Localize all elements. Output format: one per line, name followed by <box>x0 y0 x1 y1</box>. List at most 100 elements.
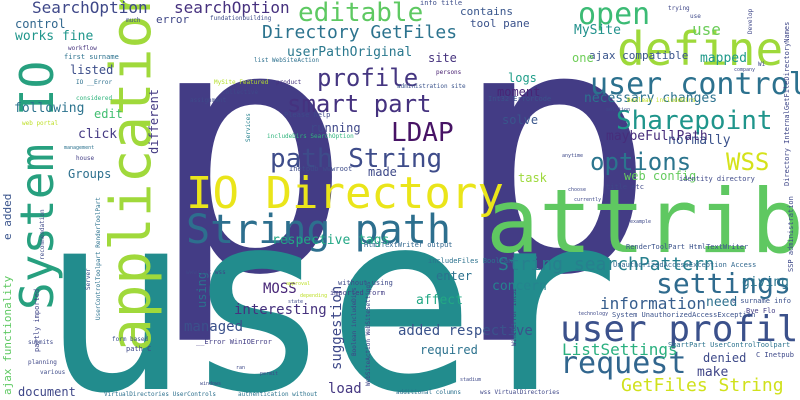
word-workflow: workflow <box>68 45 97 52</box>
word-groups: Groups <box>68 167 112 181</box>
word-ssp-administration: SSP administration <box>787 196 795 272</box>
word-smart-part: smart part <box>287 90 432 118</box>
word-site: site <box>428 51 457 65</box>
word-p-left: p <box>148 0 353 350</box>
word-solution: solution <box>606 107 631 113</box>
word-virtualdirectories-usercontrols: VirtualDirectories UserControls <box>104 391 216 398</box>
word-directory-getfiles: Directory GetFiles <box>262 22 458 43</box>
word-options: options <box>590 148 692 176</box>
word-choose: choose <box>568 187 587 193</box>
word-io-directory: IO Directory <box>186 168 504 219</box>
word-imported-form: imported form <box>330 289 385 297</box>
word-system-unauthorizedaccessexception: System UnauthorizedAccessException <box>612 311 756 319</box>
word-listsettings: ListSettings <box>562 340 678 359</box>
word-please-help: Please help <box>284 111 331 119</box>
word-example: example <box>630 219 652 225</box>
word-web-portal: web portal <box>22 120 59 127</box>
word-approval: approval <box>286 281 311 287</box>
word-string-path: String path <box>186 207 451 253</box>
word-contains: contains <box>460 5 513 18</box>
word-path-string: path String <box>270 144 443 174</box>
word-profile: profile <box>317 64 419 92</box>
word-management: management <box>64 145 95 151</box>
word-mysite-featured: MySite Featured <box>214 79 269 86</box>
word-wss: WSS <box>726 148 770 176</box>
word-make: make <box>697 365 729 380</box>
word-use-small: use <box>690 13 701 20</box>
word-first-surname: first surname <box>64 53 119 61</box>
word-assignment: assignment <box>190 97 227 104</box>
word-usercontroltoolpart-rendertoolpart: UserControlToolpart RenderToolPart <box>95 197 102 320</box>
word-enter: enter <box>436 269 473 283</box>
word-necessary-changes: necessary changes <box>584 91 718 106</box>
word-c-inetpub: C Inetpub <box>756 351 794 359</box>
word-string-searchpattern: String searchPattern <box>498 254 715 275</box>
word-product: product <box>276 79 302 86</box>
word-define: define <box>617 22 784 76</box>
word-company: company <box>734 67 756 73</box>
word-int32-errorcode: Int32 ErrorCode <box>488 95 552 103</box>
word-suggestion: suggestion <box>329 285 345 370</box>
word-getfiles-string: GetFiles String <box>621 375 784 396</box>
word-userpathoriginal: userPathOriginal <box>287 45 413 60</box>
word-technology: technology <box>578 311 609 317</box>
word-anytime: anytime <box>562 153 584 159</box>
word-includedirs-searchoption: includeDirs SearchOption <box>267 133 354 140</box>
word-maybefullpath: maybeFullPath <box>606 129 708 144</box>
word-concern: concern <box>492 279 547 294</box>
word-authentication-without: authentication without <box>238 391 318 398</box>
word-administration-site: administration site <box>397 83 466 90</box>
word-house: house <box>76 155 95 162</box>
word-directory-internalgetfiledirectorynames: Directory InternalGetFileDirectoryNames <box>783 21 791 186</box>
word-without-using: without using <box>338 279 393 287</box>
word-develop: Develop <box>747 8 754 34</box>
word-path-c: path C <box>126 345 152 353</box>
word-giving: giving <box>742 275 789 290</box>
word-denied: denied <box>703 351 747 365</box>
word-use: use <box>692 20 721 39</box>
word-currently: currently <box>574 197 602 203</box>
word-collective: collective <box>222 89 259 96</box>
word-boolean-includedirs-v: Boolean includeDirs <box>351 287 358 356</box>
word-mapped: mapped <box>700 51 747 66</box>
word-form-based: form based <box>112 336 149 343</box>
word-user-profile: user profile <box>560 309 800 350</box>
word-includefiles-boolean: includeFiles Boolean <box>428 257 513 265</box>
word-respective-tags: respective tags <box>272 233 390 248</box>
word-services: Services <box>245 113 252 142</box>
word-boolean-includefiles: Boolean includeDirs <box>627 97 696 104</box>
word-e-added: e added <box>1 193 14 240</box>
word-interesting: interesting <box>234 302 327 318</box>
word-identity-directory: identity directory <box>679 175 755 183</box>
word-rendertoolpart-htmltextwriter: RenderToolPart HtmlTextWriter <box>626 243 749 251</box>
word-managed: managed <box>184 319 244 335</box>
word-list-websiteaction: list WebSiteAction <box>254 57 320 64</box>
word-fundationbuilding: fundationbuilding <box>210 15 272 22</box>
word-various: various <box>40 369 66 376</box>
word-unauthorizedaccessexception-access: UnauthorizedAccessException Access <box>613 261 757 269</box>
word-different: different <box>147 88 161 154</box>
word-winioerror-int32: WinIOError Int32 <box>511 288 518 346</box>
word-editable: editable <box>298 0 424 28</box>
word-running: running <box>310 121 361 135</box>
word-document: document <box>18 385 76 399</box>
word-server: Server <box>85 268 92 290</box>
word-persons: persons <box>436 69 462 76</box>
word-open: open <box>578 0 651 32</box>
word-control: control <box>15 17 66 31</box>
word-required: required <box>420 343 478 357</box>
word-attribute: attribute <box>486 170 800 273</box>
word-settings: settings <box>656 267 791 300</box>
word-state: state <box>288 299 304 305</box>
word-system-io: System IO <box>10 60 64 310</box>
word-title-etc: title etc <box>606 183 644 191</box>
word-added-respective: added respective <box>398 323 533 339</box>
word-additional-columns: additional columns <box>396 389 462 396</box>
word-request: request <box>560 346 687 381</box>
word-permit: permit <box>260 371 279 377</box>
word-wi: Wi <box>758 61 766 68</box>
word-task: task <box>518 171 547 185</box>
word-web-config: web config <box>624 169 697 183</box>
word-htmltextwriter-output: HtmlTextWriter output <box>364 241 453 249</box>
